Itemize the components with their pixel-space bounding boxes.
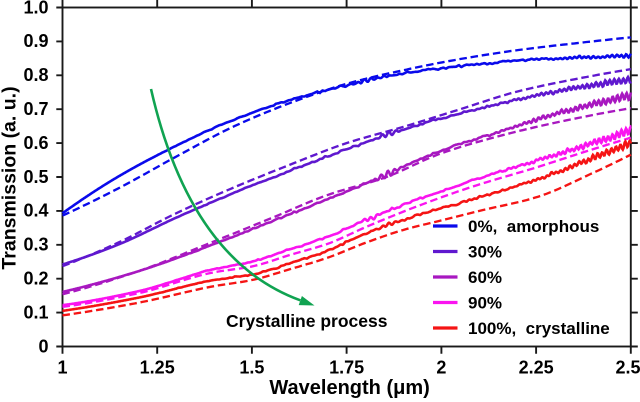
svg-text:0.2: 0.2 bbox=[23, 269, 48, 289]
svg-text:30%: 30% bbox=[468, 243, 502, 262]
svg-text:0.9: 0.9 bbox=[23, 31, 48, 51]
svg-text:0%, amorphous: 0%, amorphous bbox=[468, 217, 599, 236]
svg-text:1.0: 1.0 bbox=[23, 0, 48, 17]
svg-text:0.3: 0.3 bbox=[23, 235, 48, 255]
svg-text:2.25: 2.25 bbox=[519, 357, 554, 377]
svg-text:0: 0 bbox=[38, 336, 48, 356]
svg-text:0.5: 0.5 bbox=[23, 167, 48, 187]
svg-text:2: 2 bbox=[436, 357, 446, 377]
svg-text:Transmission (a. u.): Transmission (a. u.) bbox=[0, 86, 21, 269]
svg-text:0.6: 0.6 bbox=[23, 133, 48, 153]
svg-text:1.5: 1.5 bbox=[239, 357, 264, 377]
svg-text:0.8: 0.8 bbox=[23, 65, 48, 85]
svg-text:Wavelength (μm): Wavelength (μm) bbox=[269, 377, 429, 399]
svg-text:Crystalline process: Crystalline process bbox=[226, 311, 388, 331]
svg-text:2.5: 2.5 bbox=[615, 357, 640, 377]
svg-text:1.25: 1.25 bbox=[140, 357, 175, 377]
svg-text:0.7: 0.7 bbox=[23, 99, 48, 119]
svg-text:0.4: 0.4 bbox=[23, 201, 48, 221]
svg-text:1.75: 1.75 bbox=[329, 357, 364, 377]
svg-text:1: 1 bbox=[57, 357, 67, 377]
svg-text:90%: 90% bbox=[468, 294, 502, 313]
svg-text:60%: 60% bbox=[468, 268, 502, 287]
svg-text:100%, crystalline: 100%, crystalline bbox=[468, 319, 610, 338]
svg-text:0.1: 0.1 bbox=[23, 302, 48, 322]
